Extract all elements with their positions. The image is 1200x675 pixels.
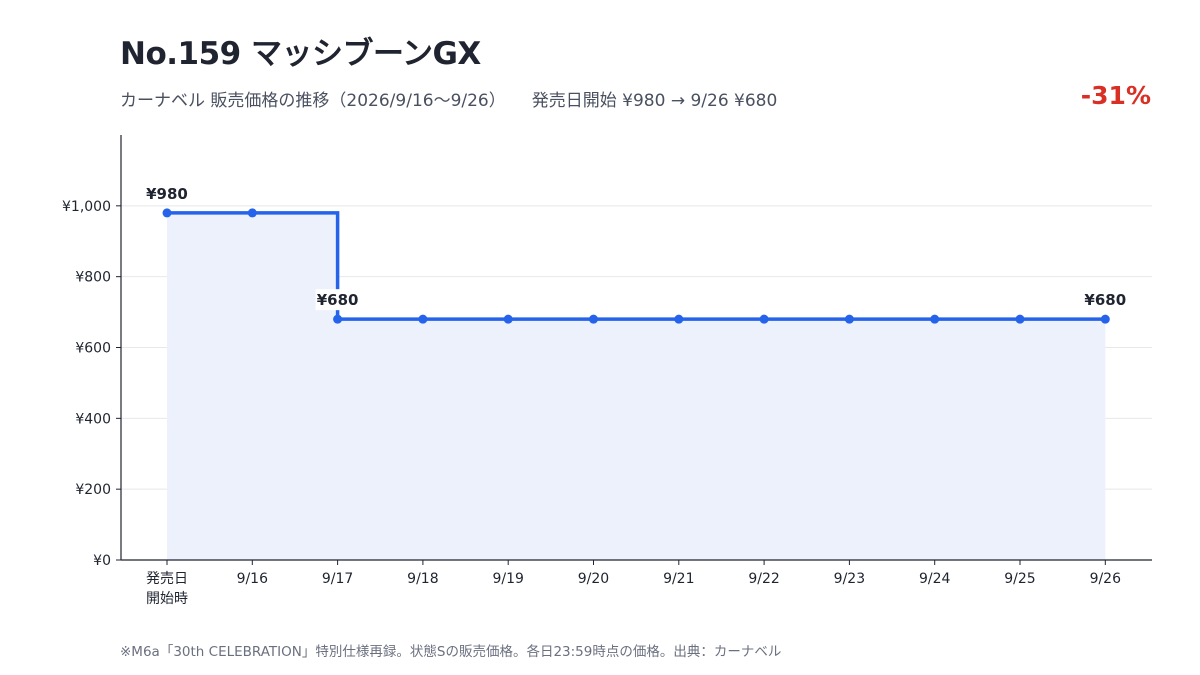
price-change-badge: -31% [1080, 81, 1151, 110]
subtitle-price-summary: 発売日開始 ¥980 → 9/26 ¥680 [531, 91, 778, 111]
x-tick-label: 9/25 [1004, 571, 1035, 587]
data-label-bg [145, 182, 189, 204]
axes [116, 135, 1152, 565]
x-tick-label: 9/20 [578, 571, 609, 587]
x-tick-label: 9/21 [663, 571, 694, 587]
price-points [162, 208, 1110, 324]
area-under-line [167, 212, 1106, 560]
y-tick-label: ¥800 [75, 270, 111, 286]
price-point [844, 314, 854, 324]
chart-title: No.159 マッシブーンGX [120, 36, 481, 72]
price-point [162, 208, 172, 218]
y-tick-label: ¥200 [75, 482, 111, 498]
price-point [247, 208, 257, 218]
x-tick-label: 9/26 [1090, 571, 1122, 587]
price-point [1015, 314, 1025, 324]
x-tick-label: 9/23 [834, 571, 865, 587]
price-point [589, 314, 598, 324]
price-point [503, 314, 513, 324]
footnote: ※M6a「30th CELEBRATION」特別仕様再録。状態Sの販売価格。各日… [120, 644, 782, 660]
data-label: ¥680 [1084, 291, 1126, 309]
x-tick-label: 発売日開始時 [146, 571, 188, 607]
y-tick-label: ¥400 [75, 411, 111, 427]
data-label-bg [1083, 289, 1128, 311]
subtitle-period: カーナベル 販売価格の推移（2026/9/16〜9/26） [120, 91, 506, 111]
y-tick-label: ¥0 [93, 553, 111, 569]
y-tick-label: ¥1,000 [62, 199, 111, 215]
x-tick-label: 9/24 [919, 571, 951, 587]
y-tick-labels: ¥0 ¥200 ¥400 ¥600 ¥800 ¥1,000 [62, 199, 111, 569]
price-point [674, 314, 684, 324]
data-label: ¥680 [317, 291, 359, 309]
price-point [930, 314, 940, 324]
price-point [418, 314, 428, 324]
x-tick-labels: 発売日開始時 9/16 9/17 9/18 9/19 9/20 9/21 9/22 9/23 9/… [146, 571, 1121, 607]
x-tick-label: 9/22 [748, 571, 779, 587]
x-tick-label: 9/19 [492, 571, 523, 587]
x-tick-label: 9/17 [322, 571, 353, 587]
price-point [1100, 314, 1110, 324]
y-tick-label: ¥600 [75, 341, 111, 357]
data-labels: ¥980 ¥680 ¥680 [145, 182, 1128, 311]
area-fill [167, 212, 1106, 560]
price-point [333, 314, 343, 324]
price-point [759, 314, 769, 324]
data-label: ¥980 [146, 185, 188, 203]
x-tick-label: 9/16 [237, 571, 269, 587]
chart-subtitle: カーナベル 販売価格の推移（2026/9/16〜9/26） 発売日開始 ¥980 … [120, 86, 777, 111]
data-label-bg [315, 289, 360, 311]
x-tick-label: 9/18 [407, 571, 438, 587]
